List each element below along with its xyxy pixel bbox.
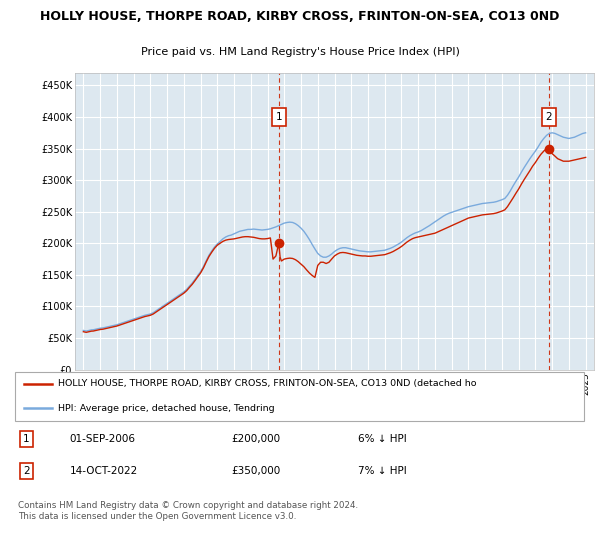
Text: 1: 1 [275,112,282,122]
Text: 2: 2 [23,466,30,476]
Text: 1: 1 [23,434,30,444]
Text: 14-OCT-2022: 14-OCT-2022 [70,466,138,476]
Text: 7% ↓ HPI: 7% ↓ HPI [358,466,406,476]
Text: 01-SEP-2006: 01-SEP-2006 [70,434,136,444]
Text: 6% ↓ HPI: 6% ↓ HPI [358,434,406,444]
Text: Contains HM Land Registry data © Crown copyright and database right 2024.
This d: Contains HM Land Registry data © Crown c… [18,501,358,521]
FancyBboxPatch shape [15,372,584,421]
Text: HOLLY HOUSE, THORPE ROAD, KIRBY CROSS, FRINTON-ON-SEA, CO13 0ND: HOLLY HOUSE, THORPE ROAD, KIRBY CROSS, F… [40,10,560,22]
Text: HOLLY HOUSE, THORPE ROAD, KIRBY CROSS, FRINTON-ON-SEA, CO13 0ND (detached ho: HOLLY HOUSE, THORPE ROAD, KIRBY CROSS, F… [58,380,476,389]
Text: £350,000: £350,000 [231,466,280,476]
Text: Price paid vs. HM Land Registry's House Price Index (HPI): Price paid vs. HM Land Registry's House … [140,48,460,58]
Text: HPI: Average price, detached house, Tendring: HPI: Average price, detached house, Tend… [58,404,275,413]
Text: 2: 2 [545,112,552,122]
Text: £200,000: £200,000 [231,434,280,444]
